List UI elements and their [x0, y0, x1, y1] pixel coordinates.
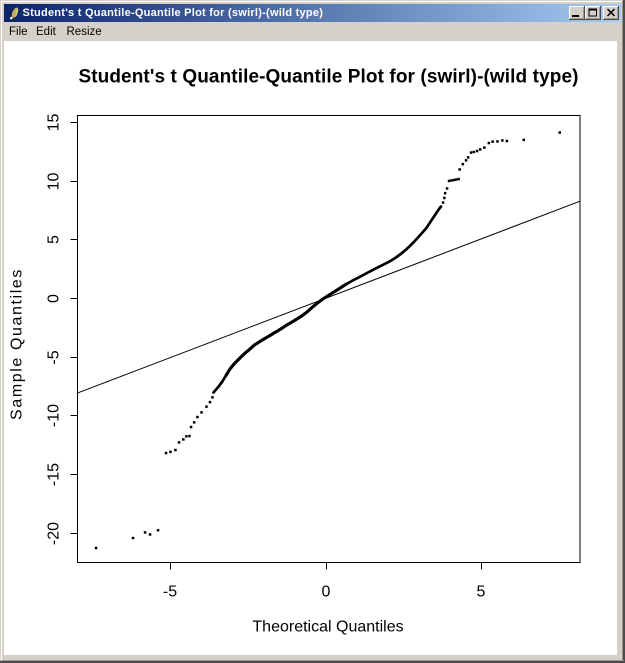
- svg-text:10: 10: [46, 173, 63, 191]
- svg-text:15: 15: [46, 114, 63, 132]
- svg-text:0: 0: [46, 294, 63, 303]
- svg-text:-10: -10: [46, 404, 63, 427]
- svg-text:Sample Quantiles: Sample Quantiles: [9, 268, 26, 420]
- svg-text:Student's t Quantile-Quantile: Student's t Quantile-Quantile Plot for (…: [78, 67, 578, 88]
- svg-text:Theoretical Quantiles: Theoretical Quantiles: [252, 619, 403, 636]
- svg-text:5: 5: [46, 235, 63, 244]
- svg-text:0: 0: [322, 584, 331, 601]
- svg-text:-20: -20: [46, 522, 63, 545]
- svg-text:5: 5: [477, 584, 486, 601]
- svg-text:-5: -5: [163, 584, 177, 601]
- svg-text:-15: -15: [46, 463, 63, 486]
- svg-text:-5: -5: [46, 350, 63, 364]
